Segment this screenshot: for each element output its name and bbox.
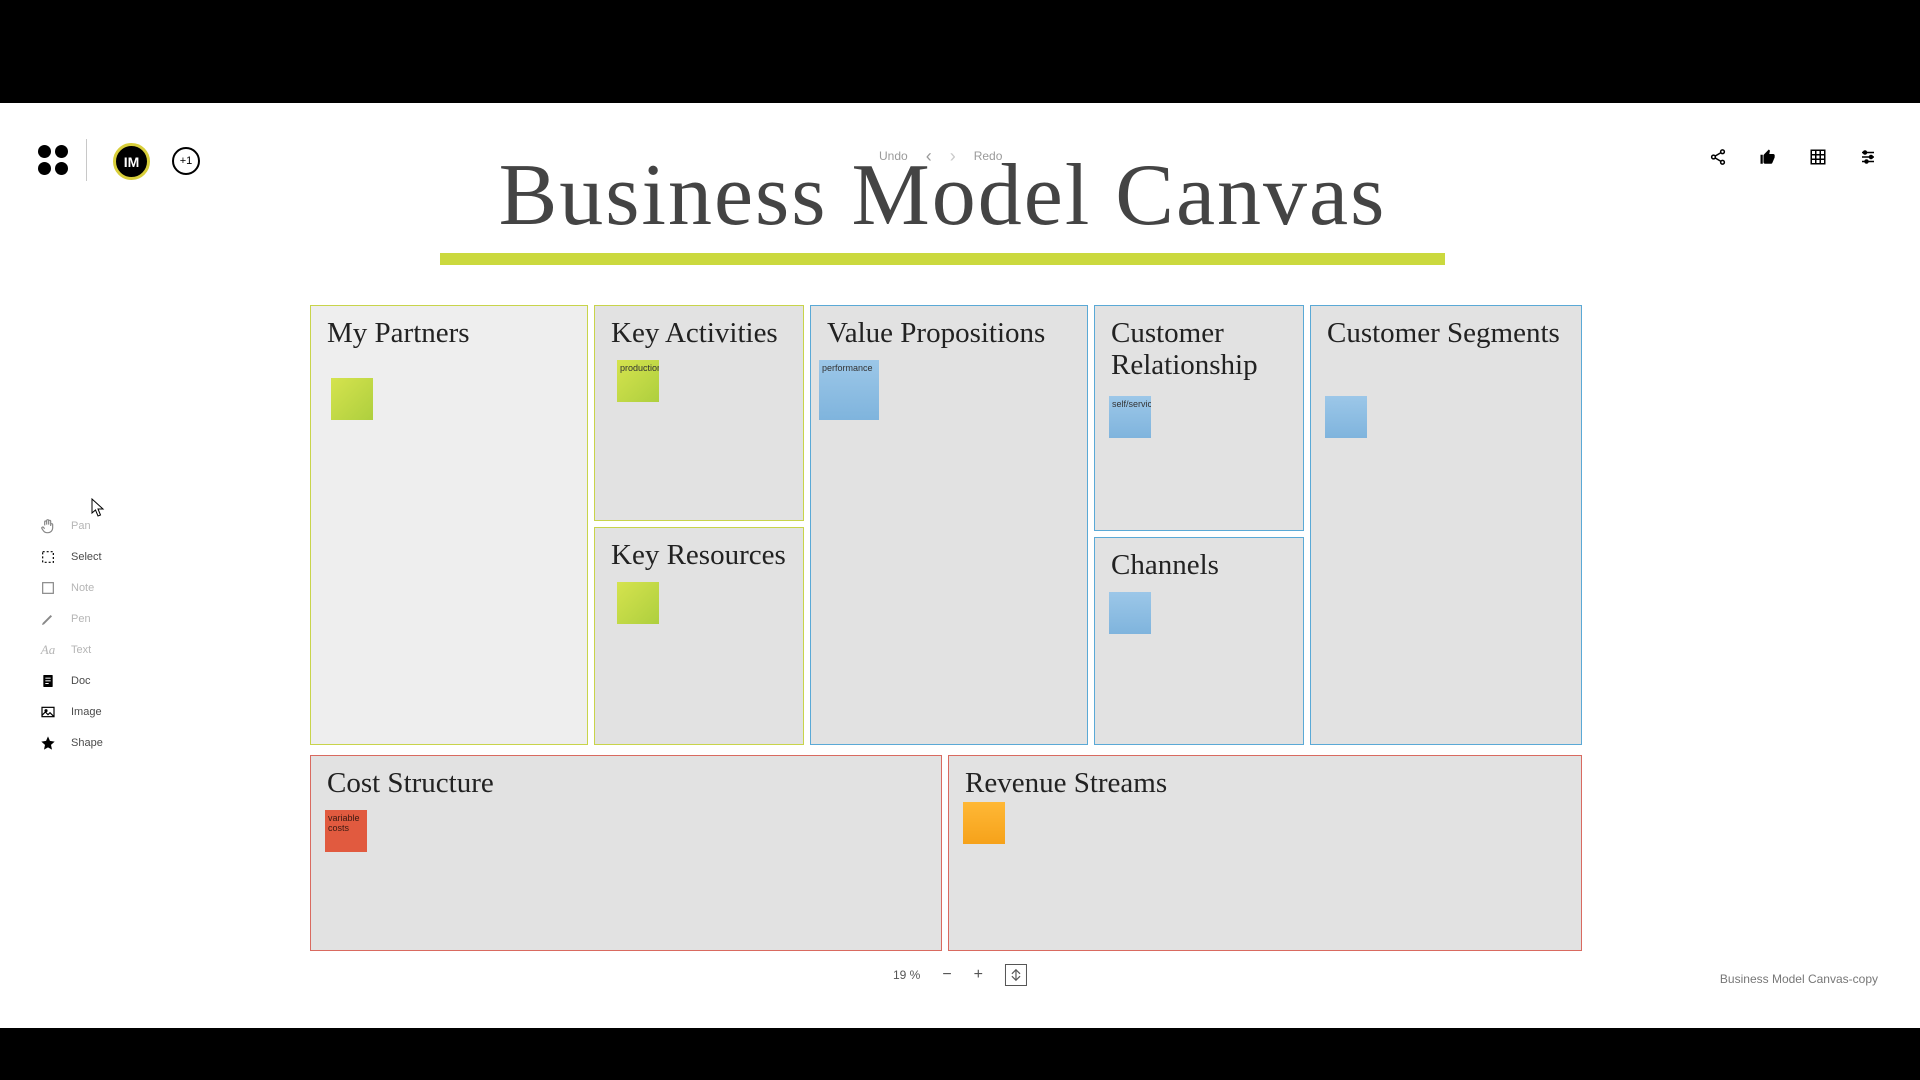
zoom-in-button[interactable]: + — [974, 966, 983, 984]
topbar-divider — [86, 139, 87, 181]
zoom-level: 19 % — [893, 968, 920, 982]
sticky-revenue[interactable] — [963, 802, 1005, 844]
tool-pen[interactable]: Pen — [40, 611, 103, 627]
hand-icon — [40, 518, 56, 534]
sticky-segments[interactable] — [1325, 396, 1367, 438]
sticky-resources[interactable] — [617, 582, 659, 624]
box-title-channels: Channels — [1111, 550, 1287, 582]
box-resources[interactable]: Key Resources — [594, 527, 804, 745]
grid-icon[interactable] — [1808, 147, 1828, 167]
box-revenue[interactable]: Revenue Streams — [948, 755, 1582, 951]
box-segments[interactable]: Customer Segments — [1310, 305, 1582, 745]
tool-select-label: Select — [71, 551, 102, 563]
note-icon — [40, 580, 56, 596]
tool-palette: Pan Select Note Pen Aa Text Doc Image Sh — [40, 518, 103, 751]
pen-icon — [40, 611, 56, 627]
tool-pan[interactable]: Pan — [40, 518, 103, 534]
sticky-relation[interactable]: self/service — [1109, 396, 1151, 438]
letterbox-top — [0, 0, 1920, 103]
tool-shape[interactable]: Shape — [40, 735, 103, 751]
select-icon — [40, 549, 56, 565]
box-title-resources: Key Resources — [611, 540, 787, 572]
box-title-segments: Customer Segments — [1327, 318, 1565, 350]
sticky-channels[interactable] — [1109, 592, 1151, 634]
box-partners[interactable]: My Partners — [310, 305, 588, 745]
sticky-partners[interactable] — [331, 378, 373, 420]
tool-select[interactable]: Select — [40, 549, 103, 565]
box-title-cost: Cost Structure — [327, 768, 925, 800]
canvas-title-wrap: Business Model Canvas — [440, 145, 1445, 246]
box-title-partners: My Partners — [327, 318, 571, 350]
tool-image[interactable]: Image — [40, 704, 103, 720]
share-icon[interactable] — [1708, 147, 1728, 167]
app-logo[interactable] — [38, 145, 68, 175]
box-activities[interactable]: Key Activities production — [594, 305, 804, 521]
zoom-out-button[interactable]: − — [942, 966, 951, 984]
mouse-cursor — [91, 498, 105, 518]
add-collaborator-button[interactable]: +1 — [172, 147, 200, 175]
shape-star-icon — [40, 735, 56, 751]
like-icon[interactable] — [1758, 147, 1778, 167]
canvas[interactable]: Business Model Canvas My Partners Key Act… — [310, 145, 1582, 975]
box-title-revenue: Revenue Streams — [965, 768, 1565, 800]
sticky-cost[interactable]: variable costs — [325, 810, 367, 852]
tool-text-label: Text — [71, 644, 91, 656]
tool-doc[interactable]: Doc — [40, 673, 103, 689]
box-channels[interactable]: Channels — [1094, 537, 1304, 745]
app: IM +1 Undo ‹ › Redo — [0, 103, 1920, 1028]
tool-note[interactable]: Note — [40, 580, 103, 596]
add-collaborator-label: +1 — [180, 155, 193, 167]
letterbox-bottom — [0, 1028, 1920, 1080]
doc-icon — [40, 673, 56, 689]
box-cost[interactable]: Cost Structure variable costs — [310, 755, 942, 951]
canvas-title-underline — [440, 253, 1445, 265]
box-relation[interactable]: Customer Relationship self/service — [1094, 305, 1304, 531]
tool-text[interactable]: Aa Text — [40, 642, 103, 658]
user-avatar[interactable]: IM — [113, 143, 150, 180]
zoom-controls: 19 % − + — [893, 964, 1027, 986]
canvas-title[interactable]: Business Model Canvas — [440, 145, 1445, 246]
image-icon — [40, 704, 56, 720]
settings-sliders-icon[interactable] — [1858, 147, 1878, 167]
document-name[interactable]: Business Model Canvas-copy — [1720, 972, 1878, 986]
tool-image-label: Image — [71, 706, 102, 718]
box-title-value: Value Propositions — [827, 318, 1071, 350]
tool-doc-label: Doc — [71, 675, 91, 687]
box-title-activities: Key Activities — [611, 318, 787, 350]
tool-shape-label: Shape — [71, 737, 103, 749]
topbar-right — [1708, 147, 1878, 167]
box-title-relation: Customer Relationship — [1111, 318, 1287, 382]
tool-pen-label: Pen — [71, 613, 91, 625]
text-icon: Aa — [40, 642, 56, 658]
sticky-value[interactable]: performance — [819, 360, 879, 420]
zoom-fit-button[interactable] — [1005, 964, 1027, 986]
tool-note-label: Note — [71, 582, 94, 594]
sticky-activities[interactable]: production — [617, 360, 659, 402]
tool-pan-label: Pan — [71, 520, 91, 532]
box-value[interactable]: Value Propositions performance — [810, 305, 1088, 745]
